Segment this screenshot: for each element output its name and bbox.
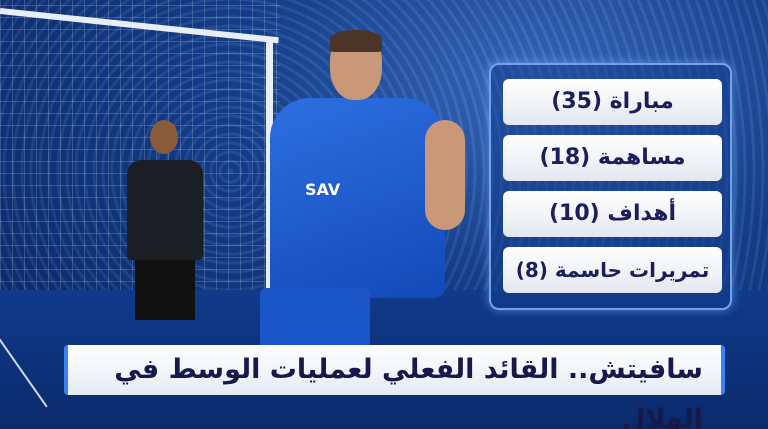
shirt-sponsor: SAV (305, 180, 341, 199)
al-hilal-logo-icon (8, 378, 46, 424)
stat-assists: تمريرات حاسمة (8) (503, 247, 722, 293)
goalkeeper (115, 120, 215, 320)
player-photo: SAV (250, 30, 465, 429)
stat-matches: مباراة (35) (503, 79, 722, 125)
stat-contributions: مساهمة (18) (503, 135, 722, 181)
stats-panel: مباراة (35) مساهمة (18) أهداف (10) تمرير… (489, 63, 732, 310)
goal-post (266, 40, 273, 310)
headline-banner: سافيتش.. القائد الفعلي لعمليات الوسط في … (64, 345, 725, 429)
stat-goals: أهداف (10) (503, 191, 722, 237)
